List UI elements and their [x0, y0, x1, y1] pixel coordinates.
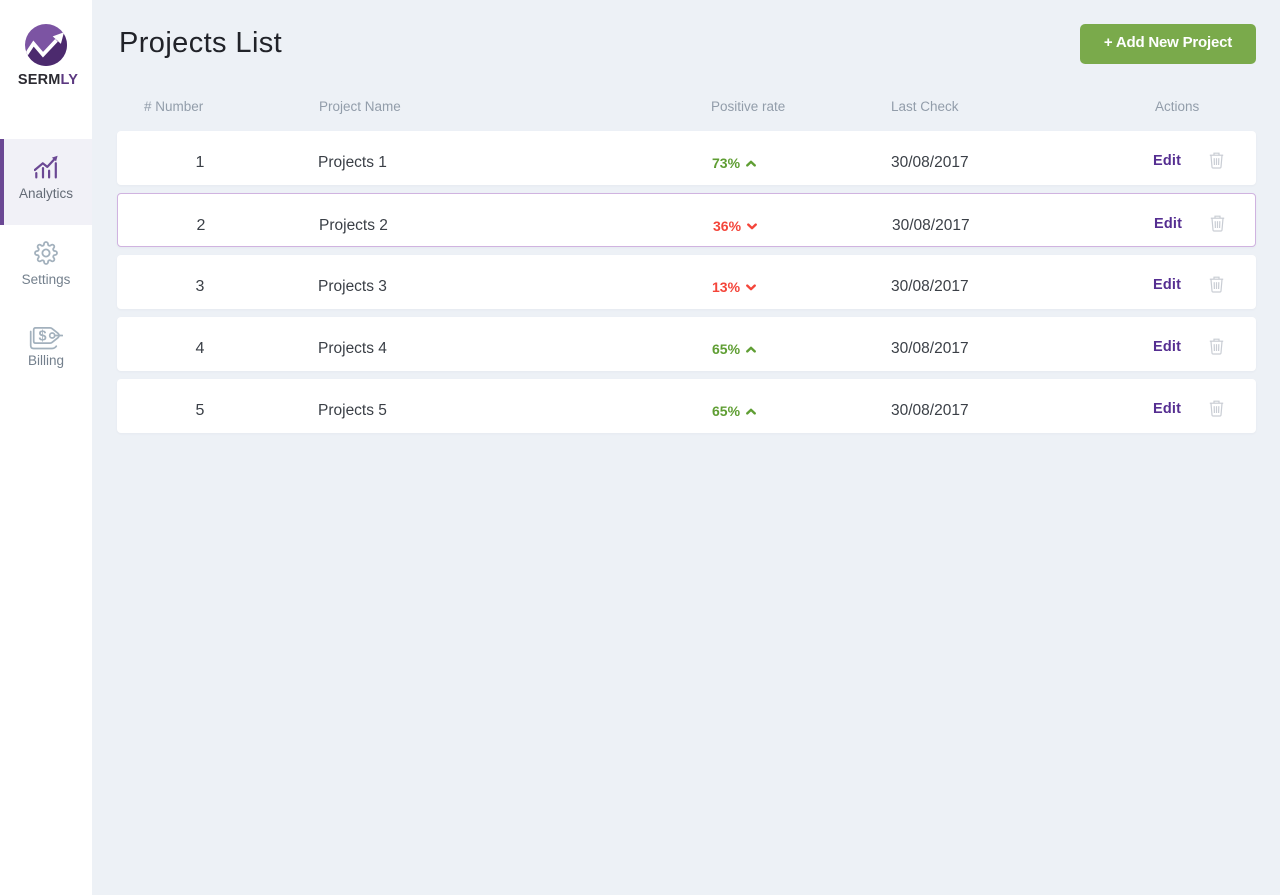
svg-text:$: $	[39, 329, 47, 345]
